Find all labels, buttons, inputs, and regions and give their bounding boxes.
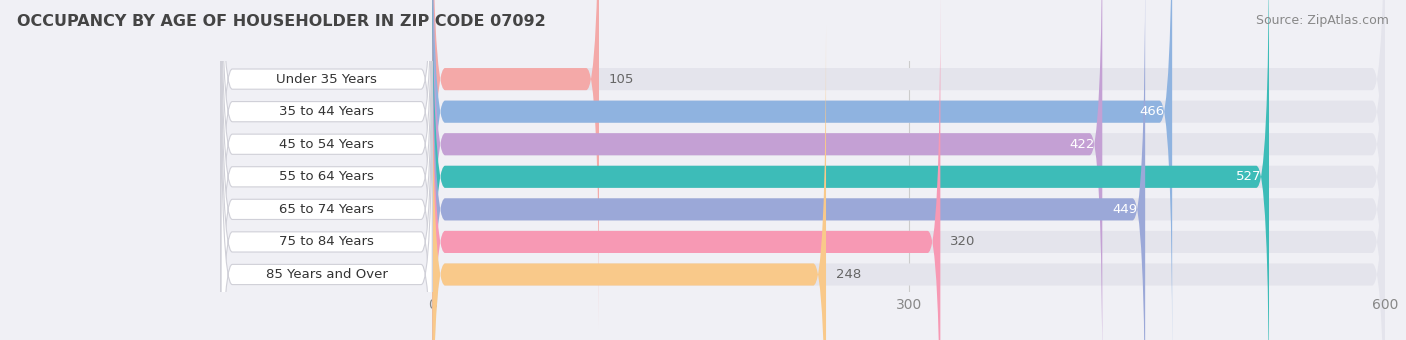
FancyBboxPatch shape — [432, 0, 941, 340]
Text: 55 to 64 Years: 55 to 64 Years — [280, 170, 374, 183]
Text: Source: ZipAtlas.com: Source: ZipAtlas.com — [1256, 14, 1389, 27]
Text: 65 to 74 Years: 65 to 74 Years — [280, 203, 374, 216]
FancyBboxPatch shape — [221, 0, 432, 340]
Text: 85 Years and Over: 85 Years and Over — [266, 268, 388, 281]
FancyBboxPatch shape — [221, 0, 432, 340]
Text: OCCUPANCY BY AGE OF HOUSEHOLDER IN ZIP CODE 07092: OCCUPANCY BY AGE OF HOUSEHOLDER IN ZIP C… — [17, 14, 546, 29]
FancyBboxPatch shape — [221, 0, 432, 329]
FancyBboxPatch shape — [432, 0, 1102, 340]
FancyBboxPatch shape — [221, 57, 432, 340]
Text: 75 to 84 Years: 75 to 84 Years — [280, 235, 374, 249]
FancyBboxPatch shape — [432, 0, 1385, 340]
FancyBboxPatch shape — [432, 25, 827, 340]
FancyBboxPatch shape — [432, 0, 1385, 340]
Text: 35 to 44 Years: 35 to 44 Years — [280, 105, 374, 118]
Text: 320: 320 — [950, 235, 976, 249]
Text: 449: 449 — [1112, 203, 1137, 216]
FancyBboxPatch shape — [221, 0, 432, 297]
FancyBboxPatch shape — [432, 0, 599, 328]
Text: 105: 105 — [609, 73, 634, 86]
Text: 248: 248 — [835, 268, 860, 281]
FancyBboxPatch shape — [432, 0, 1270, 340]
Text: 45 to 54 Years: 45 to 54 Years — [280, 138, 374, 151]
Text: 422: 422 — [1069, 138, 1094, 151]
Text: Under 35 Years: Under 35 Years — [276, 73, 377, 86]
FancyBboxPatch shape — [432, 0, 1385, 340]
FancyBboxPatch shape — [432, 0, 1385, 340]
FancyBboxPatch shape — [432, 25, 1385, 340]
FancyBboxPatch shape — [432, 0, 1173, 340]
FancyBboxPatch shape — [432, 0, 1385, 328]
FancyBboxPatch shape — [432, 0, 1144, 340]
FancyBboxPatch shape — [221, 0, 432, 340]
FancyBboxPatch shape — [432, 0, 1385, 340]
FancyBboxPatch shape — [221, 24, 432, 340]
Text: 527: 527 — [1236, 170, 1261, 183]
Text: 466: 466 — [1139, 105, 1164, 118]
